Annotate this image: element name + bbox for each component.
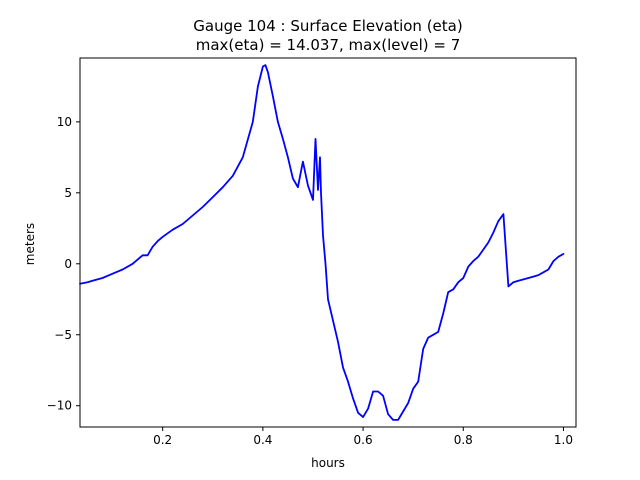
y-tick-label: 5 xyxy=(64,186,72,200)
series-line-eta xyxy=(79,64,565,421)
x-tick-label: 1.0 xyxy=(554,433,573,447)
chart-title: Gauge 104 : Surface Elevation (eta) xyxy=(193,17,462,35)
y-tick-label: −5 xyxy=(54,328,72,342)
x-axis-label: hours xyxy=(311,456,345,470)
chart-subtitle: max(eta) = 14.037, max(level) = 7 xyxy=(196,36,461,54)
x-tick-label: 0.2 xyxy=(153,433,172,447)
y-tick-label: −10 xyxy=(47,399,72,413)
plot-frame xyxy=(79,57,577,428)
plot-area: 0.2 0.4 0.6 0.8 1.0 10 5 0 −5 −10 xyxy=(47,57,577,447)
x-tick-label: 0.8 xyxy=(454,433,473,447)
y-axis-label: meters xyxy=(23,223,37,265)
x-tick-label: 0.6 xyxy=(354,433,373,447)
y-tick-label: 0 xyxy=(64,257,72,271)
y-tick-label: 10 xyxy=(57,115,72,129)
x-tick-label: 0.4 xyxy=(253,433,272,447)
